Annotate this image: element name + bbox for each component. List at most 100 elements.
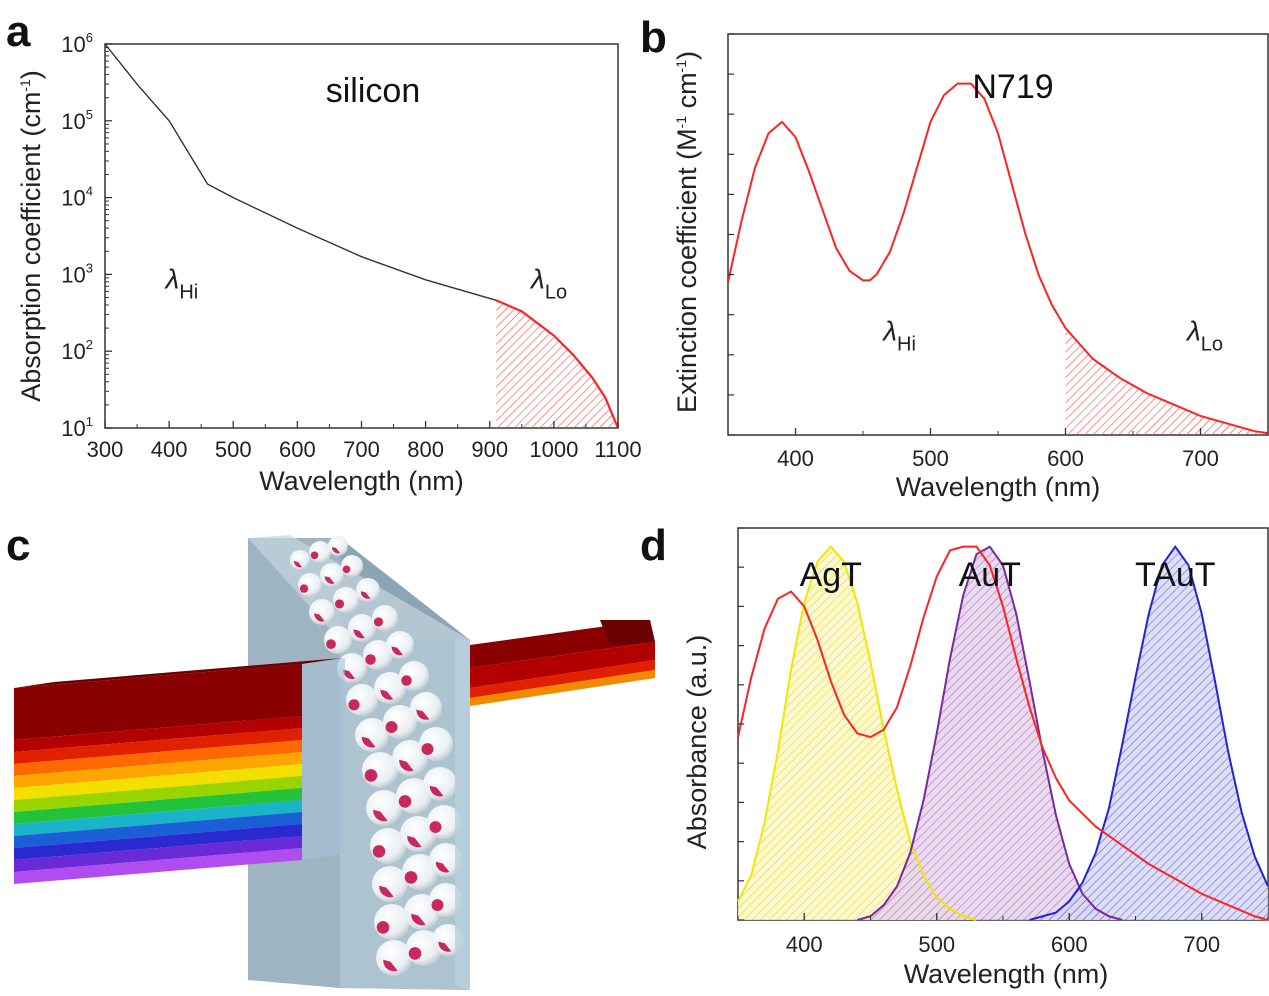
particle-sphere (400, 816, 436, 852)
x-tick-label: 400 (151, 437, 188, 462)
sphere-dye-cap (438, 941, 452, 952)
x-tick-label: 600 (1047, 446, 1084, 471)
beam-stripe (14, 764, 302, 800)
sphere-dye-cap (398, 795, 412, 808)
sphere-dye-cap (407, 835, 422, 848)
sphere-dye-cap (364, 769, 378, 782)
sphere-dye-cap (342, 669, 355, 680)
hatched-area-lo (496, 300, 618, 428)
series-label-taut: TAuT (1135, 556, 1216, 594)
x-tick-label: 300 (87, 437, 124, 462)
particle-sphere (392, 740, 428, 776)
sphere-dye-cap (429, 785, 444, 797)
y-axis-label: Absorption coefficient (cm-1) (16, 70, 46, 402)
sphere-dye-cap (385, 721, 398, 734)
sphere-dye-cap (372, 845, 386, 858)
sphere-dye-cap (411, 913, 426, 926)
panel-letter-b: b (640, 13, 667, 62)
sphere-dye-cap (310, 551, 319, 560)
panel-letter-d: d (640, 521, 667, 570)
x-axis-label: Wavelength (nm) (904, 959, 1109, 989)
x-tick-label: 700 (1183, 932, 1220, 957)
beam-stripe (14, 848, 302, 884)
sphere-dye-cap (399, 759, 414, 772)
particle-sphere (333, 587, 359, 613)
y-tick-label: 103 (61, 260, 93, 287)
sphere-dye-cap (431, 899, 444, 912)
series-line (727, 82, 1269, 435)
x-tick-label: 1100 (594, 437, 641, 462)
particle-film-slab (248, 535, 470, 990)
beam-stripe (14, 824, 302, 860)
particle-sphere (376, 940, 412, 976)
incoming-light-beam (14, 658, 345, 884)
x-tick-label: 400 (786, 932, 823, 957)
series-label-aut: AuT (959, 556, 1021, 594)
x-axis-label: Wavelength (nm) (259, 466, 464, 496)
sphere-dye-cap (299, 584, 309, 593)
sphere-dye-cap (360, 591, 371, 599)
x-tick-label: 700 (1182, 446, 1219, 471)
line-agt (737, 545, 977, 921)
sphere-dye-cap (293, 561, 302, 568)
sphere-dye-cap (408, 947, 422, 960)
beam-stripe (14, 716, 302, 752)
particle-sphere (386, 631, 414, 659)
particle-sphere (399, 661, 429, 691)
panel-letter-c: c (6, 521, 30, 570)
x-tick-label: 600 (1051, 932, 1088, 957)
hatched-area-lo (1065, 328, 1268, 435)
x-tick-label: 900 (471, 437, 508, 462)
line-aut (856, 545, 1123, 921)
beam-stripe (14, 800, 302, 836)
sphere-dye-cap (353, 629, 365, 639)
slab-front-edge (455, 640, 470, 990)
annotation-lambda-lo: λLo (529, 263, 567, 303)
sphere-dye-cap (416, 709, 430, 720)
particle-sphere (328, 536, 348, 556)
sphere-dye-cap (348, 699, 360, 711)
beam-stripe (14, 812, 302, 848)
sphere-dye-cap (421, 743, 434, 756)
beam-stripe (14, 664, 302, 740)
particle-sphere (309, 599, 335, 625)
sphere-dye-cap (380, 689, 394, 700)
particle-sphere (356, 578, 380, 602)
x-tick-label: 700 (343, 437, 380, 462)
x-tick-label: 800 (407, 437, 444, 462)
light-through-particle-film-icon (14, 535, 655, 990)
series-label-agt: AgT (800, 556, 862, 594)
particle-sphere (346, 684, 378, 716)
sphere-dye-cap (324, 576, 335, 584)
y-tick-label: 105 (61, 107, 93, 134)
particle-sphere (429, 843, 463, 877)
particle-sphere (372, 605, 398, 631)
line-n719 (737, 545, 1269, 921)
sphere-dye-cap (373, 809, 388, 822)
x-tick-label: 600 (279, 437, 316, 462)
line-taut (1029, 544, 1269, 921)
exiting-light-beam (470, 620, 655, 706)
x-tick-label: 500 (918, 932, 955, 957)
annotation-lambda-lo: λLo (1185, 316, 1223, 356)
particle-sphere (320, 563, 344, 587)
area-taut (1029, 546, 1268, 920)
beam-stripe (14, 740, 302, 776)
sphere-dye-cap (429, 821, 442, 834)
area-aut (857, 546, 1123, 920)
y-axis-label: Absorbance (a.u.) (682, 635, 712, 850)
sphere-dye-cap (326, 639, 336, 650)
beam-stripe (14, 728, 302, 764)
chart-title: N719 (972, 68, 1053, 106)
particle-sphere (419, 727, 453, 761)
sphere-dye-cap (314, 613, 325, 622)
sphere-dye-cap (383, 959, 398, 972)
series-line-1 (495, 299, 620, 429)
chart-n719: 400 500 600 700 Wavelength (nm) Extinction co… (672, 33, 1269, 502)
particle-sphere (372, 866, 408, 902)
y-axis-label: Extinction coefficient (M-1 cm-1) (672, 51, 702, 413)
particle-sphere (341, 555, 363, 577)
chart-silicon: 300 400 500 600 700 800 900 1000 1100 101 102 103 10… (16, 30, 642, 496)
sphere-dye-cap (376, 921, 390, 934)
